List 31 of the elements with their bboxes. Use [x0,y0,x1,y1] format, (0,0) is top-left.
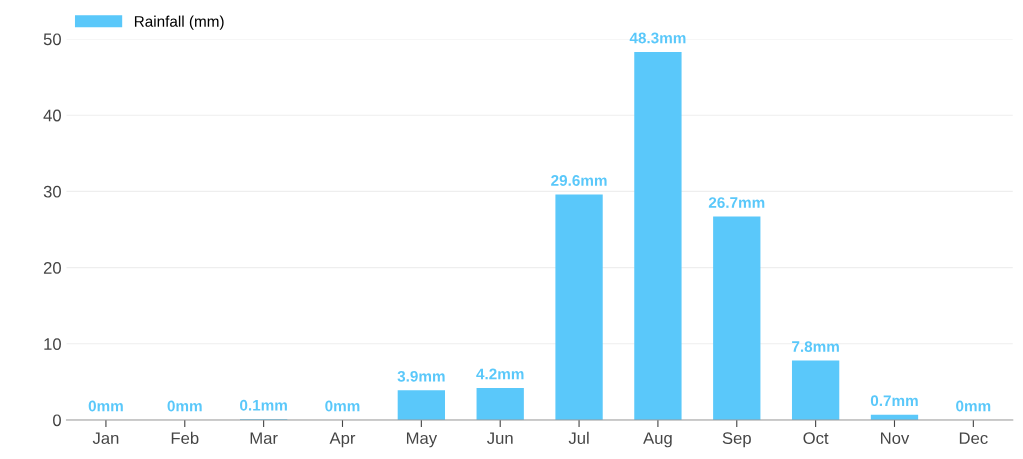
x-tick-label: Sep [722,432,751,448]
data-label: 26.7mm [708,197,765,208]
x-tick-label: Jan [92,432,119,445]
x-tick-label: Apr [329,432,356,448]
data-label: 4.2mm [476,368,524,380]
data-label: 29.6mm [551,175,607,186]
x-tick-label: Jun [487,432,513,445]
y-tick-label: 40 [43,109,61,122]
data-label: 0mm [88,400,123,412]
y-tick-label: 50 [43,33,61,46]
data-label: 48.3mm [629,32,686,44]
x-tick-label: Feb [171,431,199,445]
y-tick-label: 20 [43,262,61,274]
x-tick-label: Aug [643,432,672,448]
y-tick-label: 0 [53,414,61,427]
legend-label: Rainfall (mm) [134,15,224,30]
x-tick-label: Oct [803,432,829,445]
x-tick-label: Mar [250,432,278,445]
x-tick-label: Nov [881,432,910,445]
x-tick-label: Jul [568,431,589,445]
data-label: 0.7mm [870,395,918,407]
data-label: 7.8mm [792,341,839,352]
x-tick-label: Dec [959,432,988,445]
data-label: 0mm [956,400,991,412]
data-label: 3.9mm [397,370,445,382]
data-label: 0mm [325,400,360,412]
y-tick-label: 30 [43,185,61,198]
y-tick-label: 10 [44,338,61,350]
data-label: 0.1mm [240,399,287,411]
x-tick-label: May [406,432,438,448]
data-label: 0mm [167,400,202,412]
